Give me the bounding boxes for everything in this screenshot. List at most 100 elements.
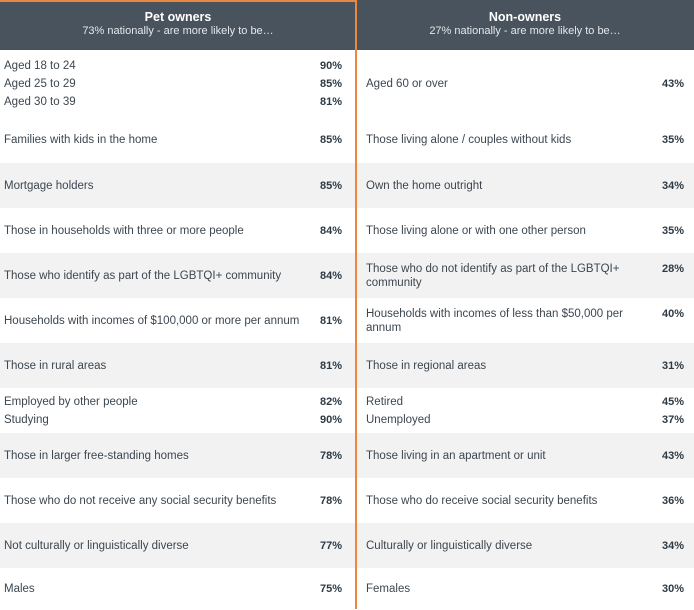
table-row: Those living in an apartment or unit 43% — [356, 433, 694, 478]
row-line: Those living in an apartment or unit 43% — [366, 449, 684, 463]
table-row: Retired 45% Unemployed 37% — [356, 388, 694, 433]
pet-owners-header: Pet owners 73% nationally - are more lik… — [0, 0, 356, 50]
row-line: Retired 45% — [366, 395, 684, 409]
table-row: Own the home outright 34% — [356, 163, 694, 208]
row-label: Aged 25 to 29 — [4, 77, 76, 90]
row-line: Studying 90% — [4, 413, 342, 427]
table-row: Employed by other people 82% Studying 90% — [0, 388, 356, 433]
row-percentage: 84% — [319, 224, 342, 237]
row-percentage: 90% — [319, 413, 342, 426]
row-percentage: 85% — [319, 134, 342, 146]
row-lines: Those living in an apartment or unit 43% — [366, 449, 684, 463]
row-percentage: 85% — [319, 77, 342, 90]
row-lines: Those in rural areas 81% — [4, 359, 342, 373]
table-row: Those in regional areas 31% — [356, 343, 694, 388]
row-lines: Those in larger free-standing homes 78% — [4, 449, 342, 463]
row-percentage: 35% — [661, 134, 684, 146]
table-row: Culturally or linguistically diverse 34% — [356, 523, 694, 568]
row-percentage: 40% — [661, 307, 684, 320]
row-lines: Employed by other people 82% Studying 90% — [4, 395, 342, 427]
pet-owners-subtitle: 73% nationally - are more likely to be… — [82, 25, 274, 37]
table-row: Not culturally or linguistically diverse… — [0, 523, 356, 568]
row-line: Those living alone or with one other per… — [366, 224, 684, 238]
row-label: Those who do receive social security ben… — [366, 494, 598, 507]
row-percentage: 81% — [319, 95, 342, 108]
row-label: Aged 60 or over — [366, 77, 448, 90]
row-lines: Retired 45% Unemployed 37% — [366, 395, 684, 427]
row-percentage: 35% — [661, 224, 684, 237]
pet-owners-rows: Aged 18 to 24 90% Aged 25 to 29 85% Aged 30 … — [0, 50, 356, 610]
row-label: Employed by other people — [4, 395, 138, 408]
row-percentage: 75% — [319, 583, 342, 595]
table-row: Those who do receive social security ben… — [356, 478, 694, 523]
row-label: Those who do not identify as part of the… — [366, 262, 620, 289]
row-line: Those who identify as part of the LGBTQI… — [4, 269, 342, 283]
non-owners-header: Non-owners 27% nationally - are more lik… — [356, 0, 694, 50]
row-lines: Those who do not receive any social secu… — [4, 494, 342, 508]
row-line: Unemployed 37% — [366, 413, 684, 427]
row-lines: Households with incomes of less than $50… — [366, 307, 684, 335]
non-owners-column: Non-owners 27% nationally - are more lik… — [356, 0, 694, 609]
row-line: Those in larger free-standing homes 78% — [4, 449, 342, 463]
column-divider — [355, 0, 357, 609]
row-line: Females 30% — [366, 582, 684, 596]
row-percentage: 37% — [661, 413, 684, 426]
pet-owners-column: Pet owners 73% nationally - are more lik… — [0, 0, 356, 610]
row-percentage: 85% — [319, 179, 342, 192]
table-row: Those in rural areas 81% — [0, 343, 356, 388]
pet-owners-title: Pet owners — [144, 10, 212, 24]
non-owners-subtitle: 27% nationally - are more likely to be… — [429, 25, 621, 37]
row-label: Those in regional areas — [366, 359, 487, 372]
row-lines: Households with incomes of $100,000 or m… — [4, 314, 342, 328]
row-lines: Not culturally or linguistically diverse… — [4, 539, 342, 553]
row-percentage: 81% — [319, 314, 342, 327]
table-row: Households with incomes of $100,000 or m… — [0, 298, 356, 343]
row-percentage: 28% — [661, 262, 684, 275]
row-line: Not culturally or linguistically diverse… — [4, 539, 342, 553]
row-line: Those in rural areas 81% — [4, 359, 342, 373]
row-percentage: 36% — [661, 494, 684, 507]
row-line: Mortgage holders 85% — [4, 179, 342, 193]
row-percentage: 43% — [661, 77, 684, 90]
row-label: Households with incomes of less than $50… — [366, 307, 623, 334]
row-label: Those in households with three or more p… — [4, 224, 244, 237]
row-line: Aged 30 to 39 81% — [4, 95, 342, 109]
row-lines: Culturally or linguistically diverse 34% — [366, 539, 684, 553]
row-percentage: 34% — [661, 539, 684, 552]
row-lines: Those in households with three or more p… — [4, 224, 342, 238]
row-line: Males 75% — [4, 582, 342, 596]
row-label: Culturally or linguistically diverse — [366, 539, 533, 552]
row-line: Own the home outright 34% — [366, 179, 684, 193]
table-row: Aged 60 or over 43% — [356, 50, 694, 117]
row-label: Males — [4, 583, 35, 595]
row-percentage: 81% — [319, 359, 342, 372]
row-label: Those who do not receive any social secu… — [4, 494, 277, 507]
row-label: Those in rural areas — [4, 359, 107, 372]
row-label: Those living alone / couples without kid… — [366, 134, 572, 146]
row-percentage: 82% — [319, 395, 342, 408]
row-label: Females — [366, 583, 411, 595]
row-percentage: 30% — [661, 583, 684, 595]
row-line: Those who do not identify as part of the… — [366, 262, 684, 290]
row-line: Culturally or linguistically diverse 34% — [366, 539, 684, 553]
row-percentage: 77% — [319, 539, 342, 552]
row-percentage: 43% — [661, 449, 684, 462]
row-label: Studying — [4, 413, 49, 426]
table-row: Households with incomes of less than $50… — [356, 298, 694, 343]
row-percentage: 31% — [661, 359, 684, 372]
table-row: Those living alone / couples without kid… — [356, 117, 694, 163]
table-row: Those in larger free-standing homes 78% — [0, 433, 356, 478]
row-line: Aged 18 to 24 90% — [4, 59, 342, 73]
row-label: Mortgage holders — [4, 179, 94, 192]
non-owners-rows: Aged 60 or over 43% Those living alone / c… — [356, 50, 694, 610]
table-row: Those in households with three or more p… — [0, 208, 356, 253]
row-line: Employed by other people 82% — [4, 395, 342, 409]
row-lines: Those who do receive social security ben… — [366, 494, 684, 508]
row-percentage: 45% — [661, 395, 684, 408]
table-row: Those who do not identify as part of the… — [356, 253, 694, 298]
row-line: Households with incomes of less than $50… — [366, 307, 684, 335]
row-label: Own the home outright — [366, 179, 483, 192]
non-owners-title: Non-owners — [488, 10, 562, 24]
row-lines: Mortgage holders 85% — [4, 179, 342, 193]
row-lines: Aged 18 to 24 90% Aged 25 to 29 85% Aged 30 … — [4, 59, 342, 109]
